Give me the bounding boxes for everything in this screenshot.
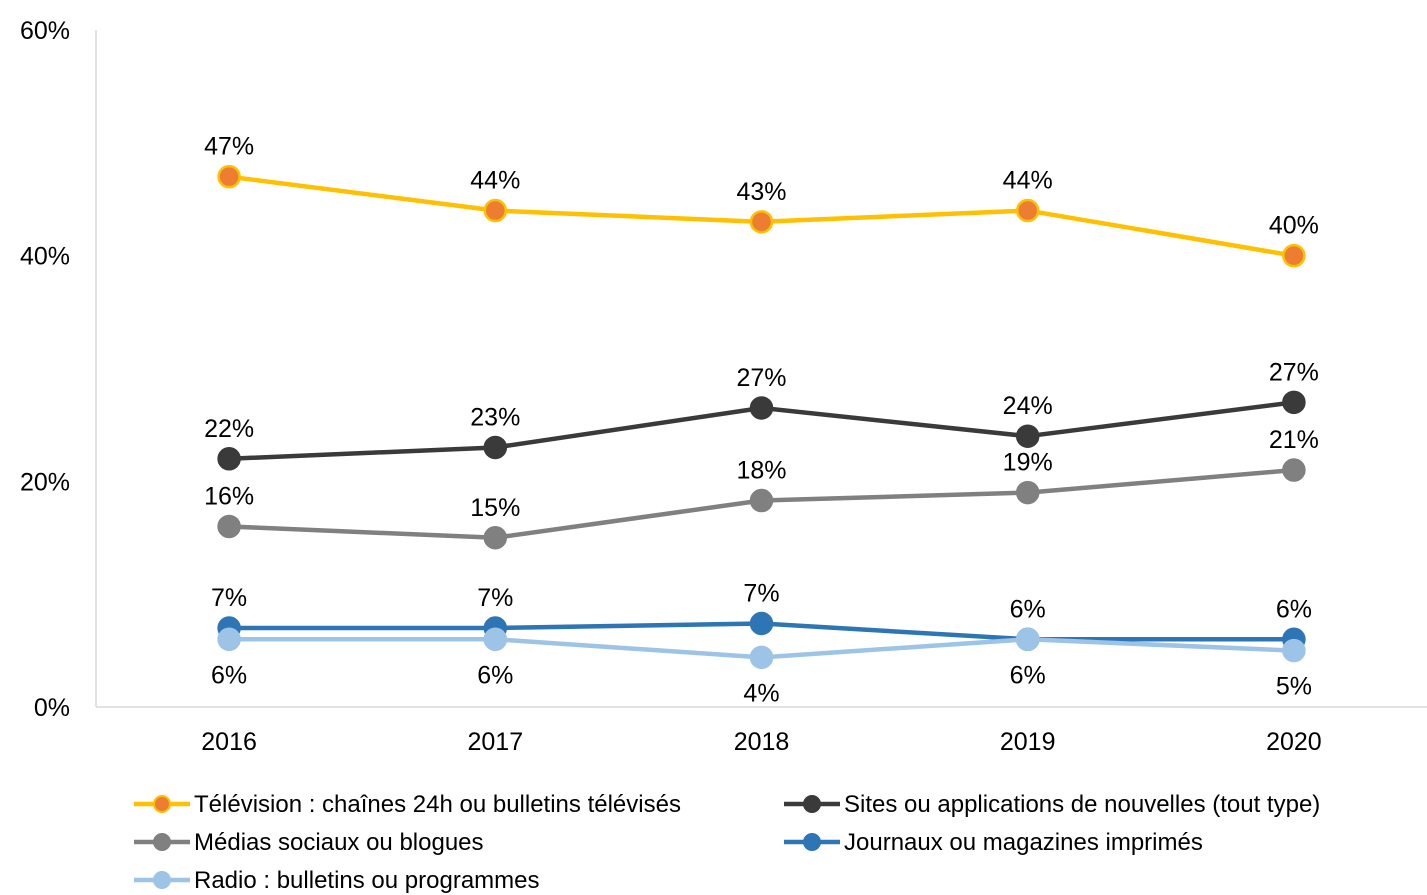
series-2 bbox=[217, 458, 1306, 550]
data-point bbox=[483, 435, 508, 460]
data-label: 22% bbox=[204, 415, 254, 443]
data-label: 6% bbox=[1010, 661, 1046, 689]
data-point bbox=[749, 396, 774, 420]
data-label: 47% bbox=[204, 133, 254, 161]
data-label: 27% bbox=[736, 364, 786, 392]
data-point bbox=[1282, 243, 1306, 268]
data-point bbox=[749, 488, 774, 513]
legend-marker bbox=[153, 833, 171, 851]
series-4 bbox=[217, 627, 1306, 670]
y-tick-label: 40% bbox=[20, 243, 70, 271]
data-label: 44% bbox=[470, 167, 520, 195]
data-point bbox=[1015, 198, 1040, 223]
legend-marker bbox=[803, 833, 821, 851]
x-tick-label: 2017 bbox=[467, 728, 523, 756]
data-point bbox=[217, 447, 241, 471]
data-label: 24% bbox=[1003, 392, 1053, 420]
legend-item: Médias sociaux ou blogues bbox=[134, 829, 484, 856]
data-label: 19% bbox=[1003, 449, 1053, 477]
data-label: 5% bbox=[1276, 673, 1312, 701]
data-label: 21% bbox=[1269, 426, 1319, 454]
data-point bbox=[1015, 480, 1040, 505]
data-point bbox=[1015, 627, 1040, 652]
y-tick-label: 60% bbox=[20, 17, 70, 45]
data-label: 7% bbox=[211, 584, 247, 612]
data-label: 7% bbox=[477, 584, 513, 612]
legend-label: Sites ou applications de nouvelles (tout… bbox=[844, 791, 1320, 818]
legend-marker bbox=[153, 871, 171, 889]
legend-marker bbox=[803, 795, 821, 813]
data-point bbox=[1282, 458, 1306, 482]
x-tick-label: 2016 bbox=[201, 728, 257, 756]
data-point bbox=[217, 627, 241, 652]
data-point bbox=[483, 526, 508, 550]
data-label: 15% bbox=[470, 494, 520, 522]
data-label: 40% bbox=[1269, 212, 1319, 240]
data-label: 6% bbox=[1276, 595, 1312, 623]
data-label: 16% bbox=[204, 482, 254, 510]
legend-label: Télévision : chaînes 24h ou bulletins té… bbox=[194, 791, 681, 818]
legend-item: Radio : bulletins ou programmes bbox=[134, 867, 540, 894]
data-point bbox=[749, 645, 774, 670]
chart-axes: 0% 20% 40% 60% 2016 2017 2018 2019 2020 bbox=[20, 17, 1427, 756]
data-label: 6% bbox=[477, 661, 513, 689]
data-point bbox=[483, 627, 508, 652]
legend-marker bbox=[153, 795, 171, 813]
legend-label: Journaux ou magazines imprimés bbox=[844, 829, 1203, 856]
data-label: 7% bbox=[743, 580, 779, 608]
data-label: 18% bbox=[736, 457, 786, 485]
y-tick-label: 20% bbox=[20, 468, 70, 496]
x-tick-label: 2018 bbox=[734, 728, 790, 756]
data-label: 23% bbox=[470, 403, 520, 431]
legend-label: Radio : bulletins ou programmes bbox=[194, 867, 540, 894]
x-tick-label: 2019 bbox=[1000, 728, 1056, 756]
chart-data-labels: 47% 44% 43% 44% 40% 22% 23% 27% 24% 27% 16% 15% 18% 1… bbox=[204, 133, 1319, 708]
data-point bbox=[217, 164, 241, 189]
data-point bbox=[217, 514, 241, 539]
data-label: 27% bbox=[1269, 358, 1319, 386]
legend-item: Télévision : chaînes 24h ou bulletins té… bbox=[134, 791, 681, 818]
chart-series bbox=[217, 164, 1306, 670]
legend-item: Journaux ou magazines imprimés bbox=[784, 829, 1203, 856]
data-point bbox=[1015, 424, 1040, 448]
data-point bbox=[749, 210, 774, 234]
chart-legend: Télévision : chaînes 24h ou bulletins té… bbox=[134, 791, 1320, 894]
data-point bbox=[1282, 390, 1306, 415]
series-0 bbox=[217, 164, 1306, 268]
legend-label: Médias sociaux ou blogues bbox=[194, 829, 484, 856]
data-label: 44% bbox=[1003, 167, 1053, 195]
data-label: 4% bbox=[743, 679, 779, 707]
data-point bbox=[749, 611, 774, 636]
data-point bbox=[1282, 638, 1306, 663]
x-tick-label: 2020 bbox=[1266, 728, 1322, 756]
data-label: 6% bbox=[1010, 595, 1046, 623]
y-tick-label: 0% bbox=[34, 694, 70, 722]
data-label: 6% bbox=[211, 661, 247, 689]
series-1 bbox=[217, 390, 1306, 471]
data-label: 43% bbox=[736, 178, 786, 206]
data-point bbox=[483, 198, 508, 223]
legend-item: Sites ou applications de nouvelles (tout… bbox=[784, 791, 1320, 818]
